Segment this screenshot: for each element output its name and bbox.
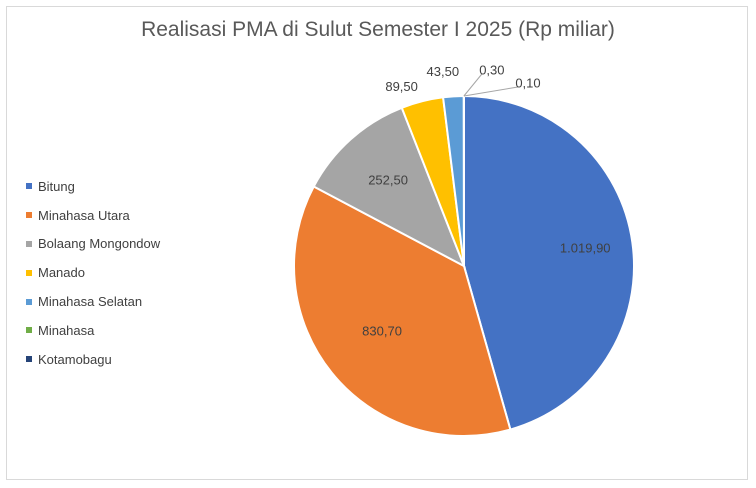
legend-item-bitung: Bitung [26,172,160,201]
data-label-bitung: 1.019,90 [560,241,611,256]
data-label-minahasa: 0,30 [479,62,504,77]
legend-swatch [26,240,32,247]
legend-swatch [26,327,32,334]
legend-label: Manado [38,265,85,281]
chart-title: Realisasi PMA di Sulut Semester I 2025 (… [141,18,615,41]
pie-slice-bolaang-mongondow [312,106,466,269]
data-label-bolaang-mongondow: 252,50 [368,173,408,188]
legend-swatch [26,269,32,276]
legend-swatch [26,212,32,219]
legend-item-kotamobagu: Kotamobagu [26,345,160,374]
legend-item-minahasa-utara: Minahasa Utara [26,201,160,230]
legend-label: Minahasa Utara [38,207,130,223]
leader-line [463,86,519,97]
legend-label: Bolaang Mongondow [38,236,161,252]
data-label-kotamobagu: 0,10 [515,75,540,90]
legend-swatch [26,356,32,363]
data-label-manado: 89,50 [385,79,418,94]
data-label-minahasa-utara: 830,70 [362,324,402,339]
data-label-minahasa-selatan: 43,50 [427,64,460,79]
legend-label: Bitung [38,178,75,194]
legend-item-minahasa-selatan: Minahasa Selatan [26,287,160,316]
legend-swatch [26,298,32,305]
legend-item-minahasa: Minahasa [26,316,160,345]
legend: Bitung Minahasa Utara Bolaang Mongondow Man… [26,172,160,374]
pie-slice-minahasa-utara [293,185,512,437]
pie-slice-bitung [463,94,635,431]
legend-label: Minahasa [38,322,95,338]
legend-label: Minahasa Selatan [38,294,143,310]
legend-swatch [26,183,32,190]
legend-item-manado: Manado [26,258,160,287]
leader-line [463,73,483,97]
legend-label: Kotamobagu [38,351,112,367]
legend-item-bolaang-mongondow: Bolaang Mongondow [26,230,160,259]
